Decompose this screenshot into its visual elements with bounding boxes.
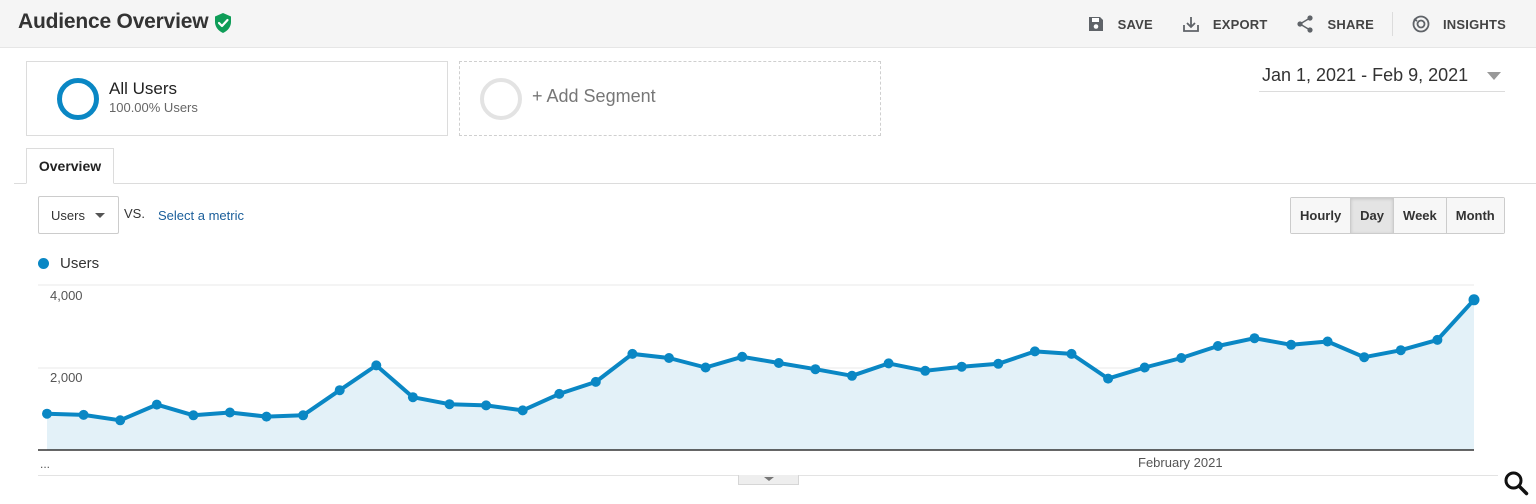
users-data-point[interactable]	[115, 415, 126, 426]
legend-dot-icon	[38, 258, 49, 269]
select-metric-link[interactable]: Select a metric	[158, 208, 244, 223]
segment-ring-icon	[57, 78, 99, 120]
users-data-point[interactable]	[773, 358, 784, 368]
users-data-point[interactable]	[481, 400, 492, 411]
users-data-point[interactable]	[517, 405, 528, 416]
users-data-points	[42, 294, 1480, 426]
users-data-point[interactable]	[590, 376, 601, 387]
report-toolbar: SAVE EXPORT SHARE INSIGH	[1072, 0, 1536, 48]
users-data-point[interactable]	[993, 358, 1004, 369]
page-title: Audience Overview	[18, 10, 209, 33]
users-area-fill	[47, 299, 1474, 450]
users-data-point[interactable]	[847, 370, 857, 381]
users-data-point[interactable]	[1249, 333, 1260, 344]
x-tick-label: February 2021	[1138, 455, 1223, 470]
users-data-point[interactable]	[1468, 294, 1480, 306]
users-data-point[interactable]	[920, 365, 931, 376]
users-data-point[interactable]	[1395, 345, 1406, 356]
y-tick-label: 4,000	[50, 288, 83, 303]
users-data-point[interactable]	[554, 388, 565, 399]
tab-overview[interactable]: Overview	[26, 148, 114, 184]
users-data-point[interactable]	[810, 364, 821, 375]
users-data-point[interactable]	[1103, 373, 1114, 384]
export-label: EXPORT	[1212, 16, 1268, 32]
insights-icon	[1412, 15, 1430, 33]
chevron-down-icon	[1487, 72, 1501, 80]
users-data-point[interactable]	[1176, 353, 1187, 363]
users-data-point[interactable]	[444, 399, 455, 410]
x-tick-label: ...	[40, 457, 50, 471]
users-data-point[interactable]	[1432, 334, 1443, 345]
verified-shield-icon	[215, 13, 231, 33]
segment-percent: 100.00% Users	[109, 100, 198, 115]
users-line-chart: 4,000 2,000 ... February 2021	[38, 284, 1480, 471]
users-data-point[interactable]	[334, 385, 345, 396]
users-data-point[interactable]	[224, 407, 235, 418]
users-data-point[interactable]	[737, 351, 748, 362]
caret-down-icon	[95, 213, 105, 218]
save-button[interactable]: SAVE	[1072, 0, 1167, 48]
y-tick-label: 2,000	[50, 370, 83, 385]
add-segment-button[interactable]: + Add Segment	[459, 61, 881, 136]
report-header: Audience Overview SAVE EXPORT	[0, 0, 1536, 48]
users-data-point[interactable]	[1286, 339, 1297, 350]
expand-chart-handle[interactable]	[738, 475, 799, 485]
granularity-selector: Hourly Day Week Month	[1290, 197, 1505, 234]
users-data-point[interactable]	[883, 358, 894, 369]
users-series-line	[46, 298, 1476, 423]
tab-divider	[14, 183, 1536, 184]
users-data-point[interactable]	[407, 392, 418, 403]
segment-name: All Users	[109, 79, 178, 98]
users-data-point[interactable]	[371, 360, 382, 371]
export-button[interactable]: EXPORT	[1167, 0, 1282, 48]
users-data-point[interactable]	[42, 408, 52, 419]
date-range-label: Jan 1, 2021 - Feb 9, 2021	[1262, 65, 1469, 85]
save-label: SAVE	[1117, 16, 1153, 32]
save-icon	[1088, 17, 1103, 31]
users-data-point[interactable]	[700, 362, 711, 373]
share-icon	[1297, 15, 1314, 33]
users-data-point[interactable]	[298, 410, 309, 421]
users-data-point[interactable]	[1139, 362, 1150, 373]
users-data-point[interactable]	[1066, 348, 1077, 359]
share-label: SHARE	[1327, 16, 1374, 32]
vs-label: VS.	[124, 206, 145, 221]
users-data-point[interactable]	[1359, 352, 1370, 363]
users-data-point[interactable]	[188, 410, 199, 421]
insights-label: INSIGHTS	[1443, 16, 1506, 32]
share-button[interactable]: SHARE	[1281, 0, 1388, 48]
empty-segment-ring-icon	[480, 78, 522, 120]
granularity-day-button[interactable]: Day	[1350, 198, 1394, 233]
metric-dropdown[interactable]: Users	[38, 196, 119, 234]
insights-button[interactable]: INSIGHTS	[1397, 0, 1536, 48]
users-data-point[interactable]	[261, 411, 272, 422]
export-icon	[1182, 17, 1199, 32]
users-data-point[interactable]	[78, 409, 89, 420]
users-data-point[interactable]	[1212, 341, 1223, 351]
users-data-point[interactable]	[627, 348, 638, 359]
users-data-point[interactable]	[664, 353, 674, 363]
users-data-point[interactable]	[956, 361, 967, 372]
add-segment-label: + Add Segment	[532, 86, 656, 106]
segment-all-users[interactable]: All Users 100.00% Users	[26, 61, 448, 136]
users-data-point[interactable]	[151, 399, 162, 410]
granularity-hourly-button[interactable]: Hourly	[1291, 198, 1351, 233]
users-data-point[interactable]	[1029, 346, 1040, 357]
metric-dropdown-value: Users	[51, 208, 85, 223]
granularity-week-button[interactable]: Week	[1393, 198, 1446, 233]
users-data-point[interactable]	[1322, 336, 1333, 347]
toolbar-divider	[1392, 12, 1393, 36]
date-range-picker[interactable]: Jan 1, 2021 - Feb 9, 2021	[1259, 64, 1505, 92]
legend-label: Users	[60, 255, 100, 272]
granularity-month-button[interactable]: Month	[1445, 198, 1504, 233]
zoom-search-icon[interactable]	[1503, 470, 1529, 496]
